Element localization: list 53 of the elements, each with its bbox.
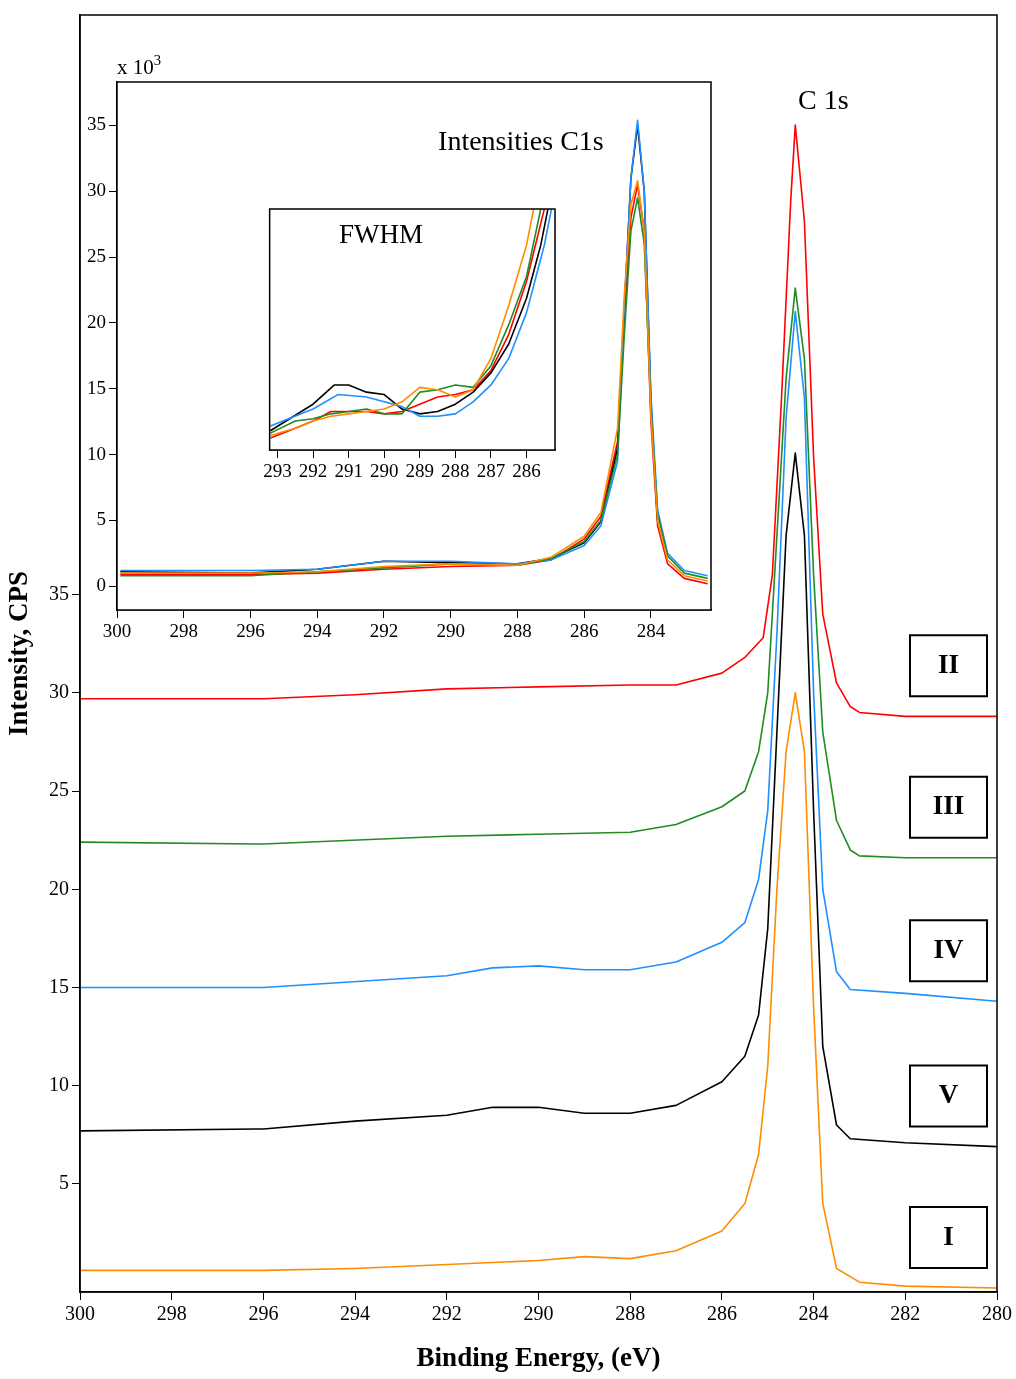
x-tick-label: 280 (982, 1302, 1012, 1325)
x-tick-label: 296 (248, 1302, 279, 1325)
x-tick-label: 291 (334, 460, 363, 482)
series-label: V (938, 1079, 959, 1110)
y-tick-label: 5 (59, 1171, 69, 1194)
x-tick-label: 286 (706, 1302, 737, 1325)
x-tick-label: 292 (298, 460, 328, 482)
y-tick-label: 10 (87, 442, 106, 464)
y-tick-label: 25 (87, 245, 106, 267)
x-tick-label: 290 (436, 620, 465, 642)
x-tick-label: 286 (512, 460, 541, 482)
x-tick-label: 298 (169, 620, 198, 642)
series-label: III (932, 790, 965, 821)
x-tick-label: 300 (65, 1302, 95, 1325)
x-tick-label: 288 (441, 460, 470, 482)
x-tick-label: 284 (798, 1302, 829, 1325)
y-tick-label: 15 (87, 376, 106, 398)
chart-title: FWHM (338, 219, 423, 249)
x-tick-label: 296 (236, 620, 265, 642)
x-tick-label: 300 (102, 620, 132, 642)
x-tick-label: 290 (369, 460, 399, 482)
x-tick-label: 286 (569, 620, 599, 642)
x-tick-label: 298 (156, 1302, 187, 1325)
x-axis-title: Binding Energy, (eV) (416, 1341, 661, 1372)
x-tick-label: 288 (503, 620, 532, 642)
y-tick-label: 30 (49, 680, 69, 703)
y-axis-title: Intensity, CPS (3, 570, 34, 737)
y-tick-label: 35 (49, 581, 69, 604)
text: Intensities C1s (438, 125, 604, 156)
y-tick-label: 35 (87, 113, 106, 135)
x-tick-label: 289 (405, 460, 435, 482)
series-label: I (943, 1220, 954, 1251)
x-tick-label: 288 (615, 1302, 646, 1325)
y-tick-label: 5 (96, 508, 106, 530)
x-tick-label: 282 (890, 1302, 921, 1325)
y-tick-label: 10 (49, 1072, 69, 1095)
x-tick-label: 292 (431, 1302, 462, 1325)
y-tick-label: 0 (96, 574, 106, 596)
y-tick-label: 20 (87, 310, 106, 332)
x-tick-label: 294 (340, 1302, 371, 1325)
y-tick-label: 20 (49, 876, 69, 899)
x-tick-label: 290 (523, 1302, 554, 1325)
series-label: IV (933, 933, 964, 964)
x-tick-label: 294 (302, 620, 332, 642)
y-tick-label: 30 (87, 179, 106, 201)
x-tick-label: 293 (263, 460, 292, 482)
x-tick-label: 292 (369, 620, 399, 642)
x-tick-label: 287 (476, 460, 506, 482)
y-tick-label: 25 (49, 778, 69, 801)
series-label: II (937, 648, 960, 679)
y-tick-label: 15 (49, 974, 69, 997)
x-tick-label: 284 (636, 620, 666, 642)
annotation: C 1s (797, 84, 849, 116)
